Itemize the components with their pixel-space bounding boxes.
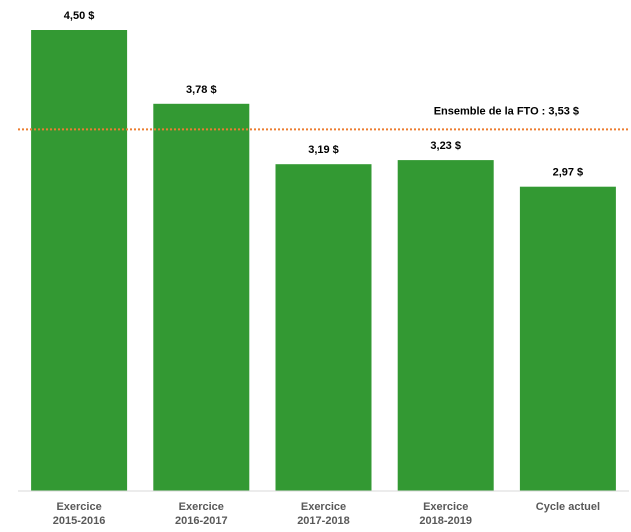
- reference-line-label: Ensemble de la FTO : 3,53 $: [434, 105, 579, 117]
- x-tick-label-3: Exercice 2017-2018: [297, 501, 350, 527]
- x-tick-label-2: Exercice 2016-2017: [175, 501, 228, 527]
- bar-5: [519, 186, 616, 491]
- bar-2: [153, 103, 250, 492]
- data-label-1: 4,50 $: [64, 10, 95, 22]
- x-tick-labels-layer: Exercice 2015-2016 Exercice 2016-2017 Exerci…: [53, 501, 600, 527]
- bar-1: [31, 30, 128, 491]
- data-labels-layer: 4,50 $ 3,78 $ 3,19 $ 3,23 $ 2,97 $: [64, 10, 583, 179]
- data-label-5: 2,97 $: [553, 167, 584, 179]
- bar-3: [275, 164, 372, 491]
- data-label-3: 3,19 $: [308, 144, 339, 156]
- bars-layer: [31, 30, 616, 492]
- x-tick-label-5: Cycle actuel: [536, 501, 600, 513]
- x-tick-label-1: Exercice 2015-2016: [53, 501, 106, 527]
- data-label-4: 3,23 $: [430, 140, 461, 152]
- x-tick-label-4: Exercice 2018-2019: [419, 501, 472, 527]
- bar-4: [397, 160, 494, 491]
- data-label-2: 3,78 $: [186, 84, 217, 96]
